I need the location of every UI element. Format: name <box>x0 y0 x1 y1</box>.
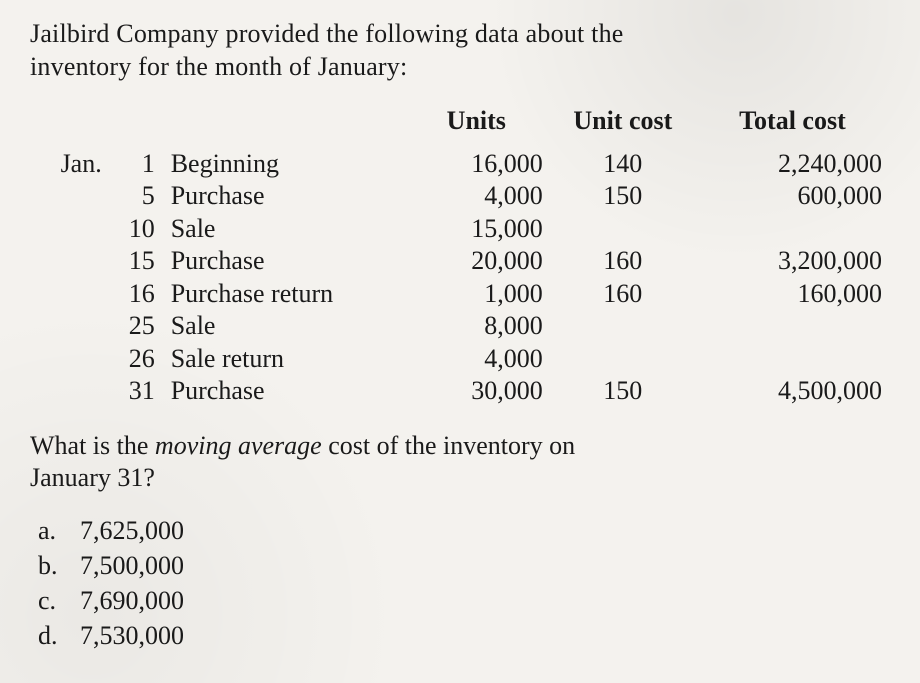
cell-unit-cost <box>551 213 695 246</box>
cell-desc: Sale <box>163 213 402 246</box>
cell-unit-cost <box>551 343 695 376</box>
cell-units: 4,000 <box>402 180 551 213</box>
cell-desc: Purchase <box>163 180 402 213</box>
cell-day: 10 <box>110 213 163 246</box>
cell-unit-cost: 150 <box>551 180 695 213</box>
cell-unit-cost: 140 <box>551 148 695 181</box>
cell-total-cost <box>695 310 890 343</box>
table-row: 31 Purchase 30,000 150 4,500,000 <box>30 375 890 408</box>
cell-day: 26 <box>110 343 163 376</box>
intro-line-1: Jailbird Company provided the following … <box>30 19 624 48</box>
table-row: 5 Purchase 4,000 150 600,000 <box>30 180 890 213</box>
table-row: 15 Purchase 20,000 160 3,200,000 <box>30 245 890 278</box>
table-row: Jan. 1 Beginning 16,000 140 2,240,000 <box>30 148 890 181</box>
cell-unit-cost: 160 <box>551 278 695 311</box>
cell-units: 16,000 <box>402 148 551 181</box>
table-header-row: Units Unit cost Total cost <box>30 101 890 148</box>
option-text: 7,500,000 <box>80 548 184 583</box>
intro-text: Jailbird Company provided the following … <box>30 18 890 83</box>
option-text: 7,690,000 <box>80 583 184 618</box>
cell-day: 16 <box>110 278 163 311</box>
option-b: b. 7,500,000 <box>38 548 890 583</box>
option-c: c. 7,690,000 <box>38 583 890 618</box>
question-emphasis: moving average <box>155 431 322 460</box>
question-prefix: What is the <box>30 431 155 460</box>
option-a: a. 7,625,000 <box>38 513 890 548</box>
option-d: d. 7,530,000 <box>38 618 890 653</box>
cell-desc: Purchase <box>163 245 402 278</box>
cell-units: 30,000 <box>402 375 551 408</box>
cell-units: 20,000 <box>402 245 551 278</box>
cell-day: 31 <box>110 375 163 408</box>
option-letter: d. <box>38 618 66 653</box>
answer-options: a. 7,625,000 b. 7,500,000 c. 7,690,000 d… <box>38 513 890 653</box>
table-row: 26 Sale return 4,000 <box>30 343 890 376</box>
cell-desc: Purchase return <box>163 278 402 311</box>
page: Jailbird Company provided the following … <box>0 0 920 683</box>
table-body: Jan. 1 Beginning 16,000 140 2,240,000 5 … <box>30 148 890 408</box>
month-label: Jan. <box>30 148 110 181</box>
cell-day: 5 <box>110 180 163 213</box>
question-text: What is the moving average cost of the i… <box>30 430 890 495</box>
cell-units: 15,000 <box>402 213 551 246</box>
cell-total-cost <box>695 213 890 246</box>
cell-total-cost: 600,000 <box>695 180 890 213</box>
option-letter: c. <box>38 583 66 618</box>
question-suffix: cost of the inventory on <box>322 431 575 460</box>
header-total-cost: Total cost <box>695 101 890 148</box>
cell-desc: Purchase <box>163 375 402 408</box>
cell-day: 1 <box>110 148 163 181</box>
option-text: 7,625,000 <box>80 513 184 548</box>
cell-unit-cost <box>551 310 695 343</box>
cell-units: 1,000 <box>402 278 551 311</box>
cell-desc: Sale <box>163 310 402 343</box>
cell-units: 8,000 <box>402 310 551 343</box>
table-row: 16 Purchase return 1,000 160 160,000 <box>30 278 890 311</box>
option-letter: a. <box>38 513 66 548</box>
cell-desc: Sale return <box>163 343 402 376</box>
question-line-2: January 31? <box>30 463 155 492</box>
cell-total-cost: 160,000 <box>695 278 890 311</box>
cell-total-cost: 2,240,000 <box>695 148 890 181</box>
option-letter: b. <box>38 548 66 583</box>
header-unit-cost: Unit cost <box>551 101 695 148</box>
table-row: 25 Sale 8,000 <box>30 310 890 343</box>
header-units: Units <box>402 101 551 148</box>
option-text: 7,530,000 <box>80 618 184 653</box>
cell-units: 4,000 <box>402 343 551 376</box>
inventory-table: Units Unit cost Total cost Jan. 1 Beginn… <box>30 101 890 408</box>
cell-total-cost: 4,500,000 <box>695 375 890 408</box>
cell-desc: Beginning <box>163 148 402 181</box>
cell-total-cost: 3,200,000 <box>695 245 890 278</box>
cell-day: 25 <box>110 310 163 343</box>
table-row: 10 Sale 15,000 <box>30 213 890 246</box>
cell-unit-cost: 150 <box>551 375 695 408</box>
cell-total-cost <box>695 343 890 376</box>
cell-unit-cost: 160 <box>551 245 695 278</box>
intro-line-2: inventory for the month of January: <box>30 51 890 84</box>
cell-day: 15 <box>110 245 163 278</box>
